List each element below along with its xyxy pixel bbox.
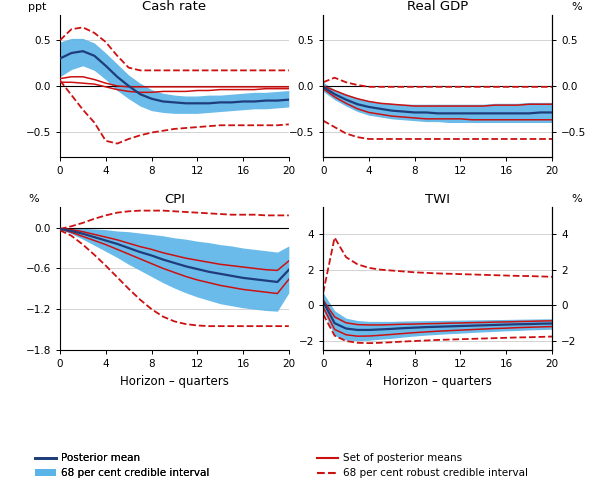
Text: %: % [571,194,582,205]
Text: ppt: ppt [28,2,46,12]
Title: CPI: CPI [164,193,185,206]
X-axis label: Horizon – quarters: Horizon – quarters [383,375,492,387]
Legend: Posterior mean, 68 per cent credible interval: Posterior mean, 68 per cent credible int… [35,453,209,478]
X-axis label: Horizon – quarters: Horizon – quarters [120,375,229,387]
Text: %: % [571,2,582,12]
Title: Real GDP: Real GDP [407,0,468,14]
Title: TWI: TWI [425,193,450,206]
Text: %: % [28,194,38,205]
Legend: Set of posterior means, 68 per cent robust credible interval: Set of posterior means, 68 per cent robu… [317,453,528,478]
Title: Cash rate: Cash rate [142,0,206,14]
